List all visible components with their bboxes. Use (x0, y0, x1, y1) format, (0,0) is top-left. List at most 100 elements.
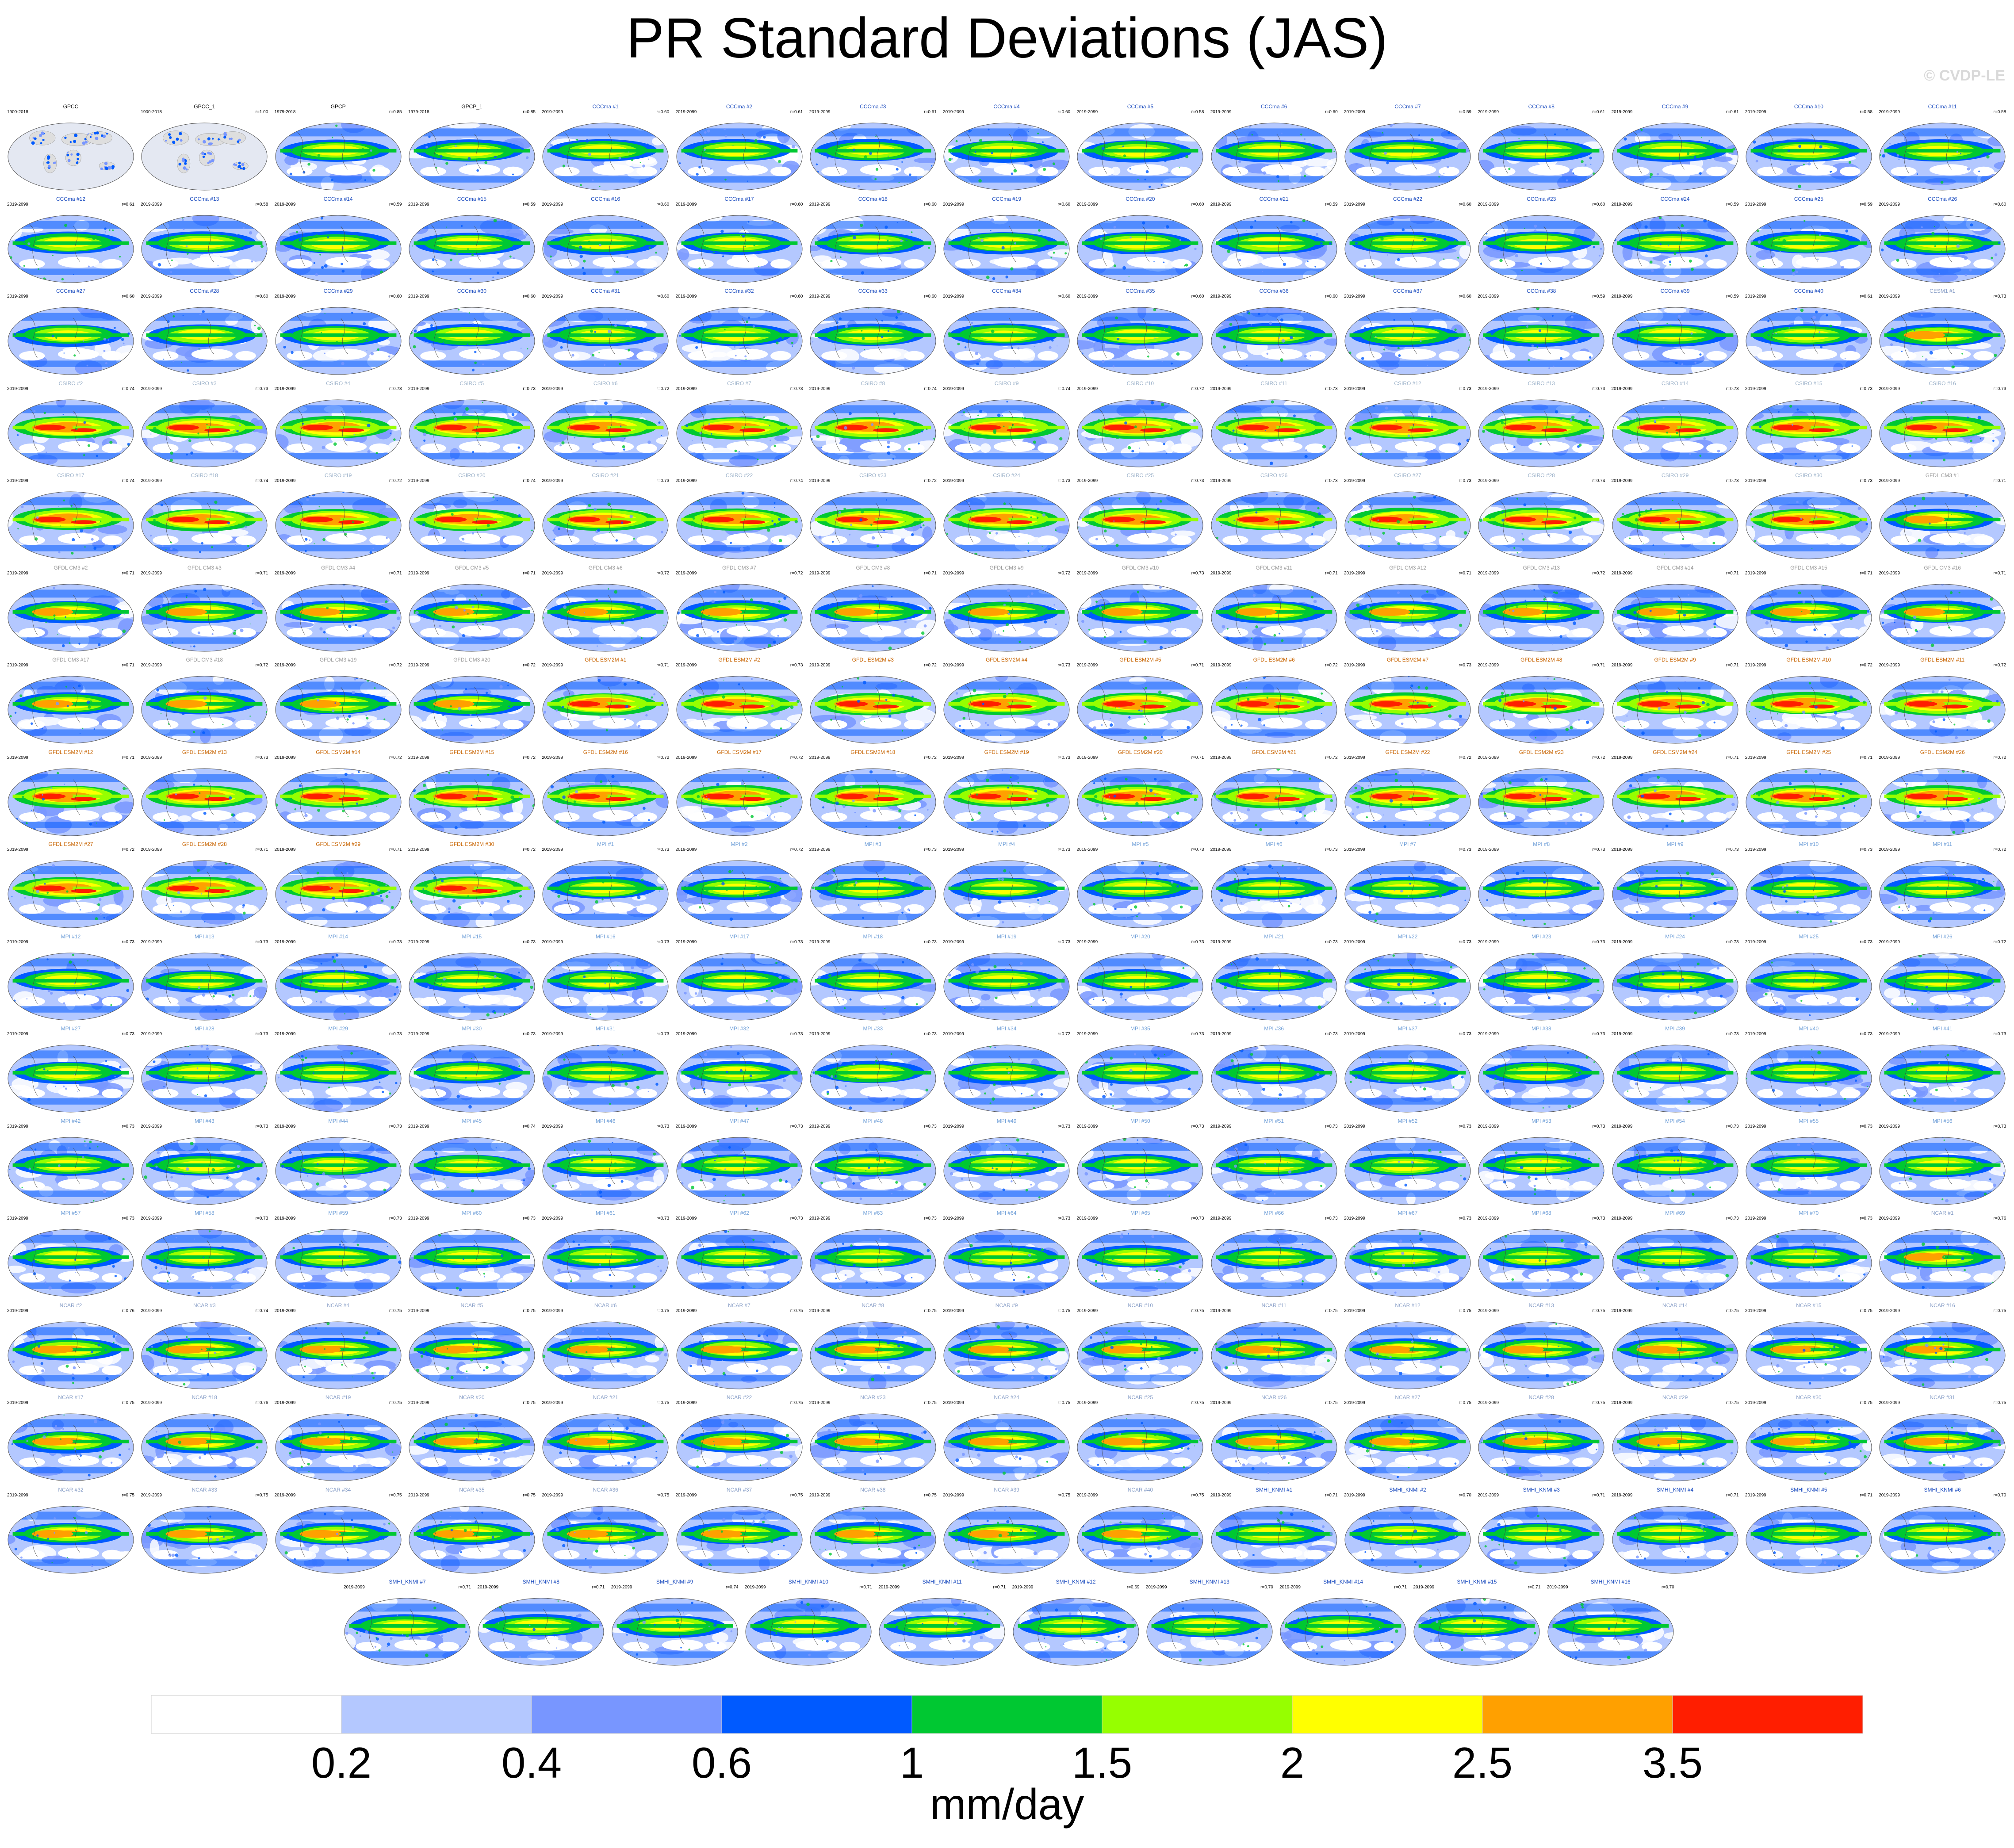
map-plot (1211, 953, 1337, 1020)
map-plot (676, 860, 802, 928)
map-panel: MPI #36 2019-2099 r=0.73 (1210, 1025, 1339, 1116)
map-plot (676, 1137, 802, 1205)
map-panel: CCCma #19 2019-2099 r=0.60 (942, 196, 1071, 286)
map-plot (1612, 1137, 1738, 1205)
map-plot (1612, 584, 1738, 651)
map-plot (1344, 215, 1471, 283)
panel-pattern-correlation: r=0.59 (1592, 294, 1605, 299)
panel-title: MPI #2 (731, 841, 748, 847)
map-panel: GFDL CM3 #7 2019-2099 r=0.72 (675, 565, 804, 655)
panel-period: 2019-2099 (1478, 1032, 1499, 1037)
panel-pattern-correlation: r=0.73 (1057, 663, 1071, 668)
panel-pattern-correlation: r=0.72 (1993, 663, 2006, 668)
map-panel: MPI #63 2019-2099 r=0.73 (808, 1210, 938, 1300)
map-plot (409, 953, 535, 1020)
panel-title: CCCma #11 (1928, 103, 1957, 110)
panel-title: GFDL CM3 #3 (187, 564, 222, 571)
map-panel: MPI #23 2019-2099 r=0.73 (1477, 934, 1606, 1024)
panel-period: 2019-2099 (1076, 755, 1098, 760)
panel-pattern-correlation: r=0.72 (656, 755, 670, 760)
panel-title: NCAR #3 (193, 1302, 216, 1309)
panel-pattern-correlation: r=0.73 (790, 1216, 803, 1221)
panel-title: MPI #22 (1398, 933, 1418, 940)
map-panel: MPI #1 2019-2099 r=0.73 (541, 841, 670, 931)
map-plot (1478, 768, 1604, 836)
panel-period: 2019-2099 (141, 386, 162, 391)
map-plot (8, 1045, 134, 1113)
panel-title: CSIRO #25 (1126, 472, 1154, 478)
panel-pattern-correlation: r=0.73 (255, 1124, 268, 1129)
panel-period: 2019-2099 (1745, 386, 1766, 391)
map-plot (1478, 215, 1604, 283)
panel-pattern-correlation: r=0.73 (255, 386, 268, 391)
map-panel: MPI #19 2019-2099 r=0.73 (942, 934, 1071, 1024)
panel-pattern-correlation: r=0.85 (523, 110, 536, 115)
panel-period: 2019-2099 (1344, 202, 1365, 207)
map-panel: CCCma #8 2019-2099 r=0.61 (1477, 103, 1606, 194)
map-panel: CCCma #1 2019-2099 r=0.60 (541, 103, 670, 194)
panel-pattern-correlation: r=0.72 (1057, 570, 1071, 576)
panel-title: MPI #35 (1130, 1025, 1150, 1032)
map-plot (1077, 1137, 1203, 1205)
map-panel: MPI #61 2019-2099 r=0.73 (541, 1210, 670, 1300)
map-plot (1879, 584, 2006, 651)
panel-pattern-correlation: r=0.73 (1860, 847, 1872, 852)
map-panel: GFDL ESM2M #15 2019-2099 r=0.72 (407, 749, 536, 839)
panel-period: 2019-2099 (675, 1216, 697, 1221)
panel-title: CCCma #40 (1794, 288, 1823, 294)
panel-pattern-correlation: r=0.72 (255, 663, 268, 668)
map-plot (1344, 399, 1471, 467)
panel-pattern-correlation: r=0.73 (1191, 847, 1204, 852)
map-panel: MPI #56 2019-2099 r=0.73 (1878, 1118, 2007, 1208)
panel-pattern-correlation: r=0.72 (1592, 755, 1605, 760)
map-plot (1612, 122, 1738, 191)
map-plot (1746, 307, 1872, 375)
panel-period: 2019-2099 (1210, 294, 1232, 299)
map-panel: MPI #6 2019-2099 r=0.73 (1210, 841, 1339, 931)
panel-period: 2019-2099 (1076, 570, 1098, 576)
panel-period: 2019-2099 (809, 110, 831, 115)
map-panel: GFDL CM3 #19 2019-2099 r=0.72 (274, 657, 403, 747)
panel-pattern-correlation: r=0.73 (1993, 1124, 2006, 1129)
panel-pattern-correlation: r=0.72 (523, 663, 536, 668)
panel-pattern-correlation: r=0.73 (656, 1124, 670, 1129)
map-panel: MPI #52 2019-2099 r=0.73 (1343, 1118, 1472, 1208)
panel-period: 2019-2099 (1478, 294, 1499, 299)
panel-title: GFDL ESM2M #4 (985, 657, 1028, 663)
map-plot (542, 860, 669, 928)
map-panel: GFDL ESM2M #22 2019-2099 r=0.72 (1343, 749, 1472, 839)
panel-title: MPI #1 (597, 841, 614, 847)
panel-pattern-correlation: r=0.72 (790, 570, 803, 576)
panel-period: 2019-2099 (1076, 1124, 1098, 1129)
map-panel: GFDL CM3 #5 2019-2099 r=0.71 (407, 565, 536, 655)
map-panel: CSIRO #5 2019-2099 r=0.73 (407, 380, 536, 471)
map-plot (1879, 676, 2006, 744)
panel-title: CCCma #15 (457, 195, 486, 202)
map-panel: CSIRO #22 2019-2099 r=0.74 (675, 472, 804, 562)
panel-title: MPI #28 (194, 1025, 214, 1032)
map-panel: MPI #17 2019-2099 r=0.73 (675, 934, 804, 1024)
panel-title: GFDL CM3 #20 (453, 657, 490, 663)
panel-title: NCAR #4 (327, 1302, 349, 1309)
map-panel: GFDL CM3 #12 2019-2099 r=0.71 (1343, 565, 1472, 655)
map-panel: GFDL CM3 #3 2019-2099 r=0.71 (140, 565, 269, 655)
map-plot (1879, 1229, 2006, 1297)
panel-period: 2019-2099 (7, 847, 28, 852)
map-plot (676, 584, 802, 651)
panel-title: MPI #29 (328, 1025, 348, 1032)
panel-title: MPI #41 (1932, 1025, 1953, 1032)
panel-pattern-correlation: r=0.74 (523, 478, 536, 483)
panel-period: 2019-2099 (274, 570, 296, 576)
panel-period: 2019-2099 (1611, 663, 1633, 668)
map-panel: CCCma #27 2019-2099 r=0.60 (6, 288, 135, 378)
panel-period: 2019-2099 (7, 294, 28, 299)
panel-pattern-correlation: r=0.60 (790, 294, 803, 299)
panel-title: CSIRO #26 (1260, 472, 1288, 478)
page-title: PR Standard Deviations (JAS) (626, 7, 1388, 70)
panel-pattern-correlation: r=0.73 (1459, 847, 1471, 852)
map-panel: CCCma #11 2019-2099 r=0.58 (1878, 103, 2007, 194)
map-plot (1746, 584, 1872, 651)
panel-title: GFDL ESM2M #14 (316, 749, 361, 755)
panel-period: 2019-2099 (675, 386, 697, 391)
map-panel: MPI #40 2019-2099 r=0.73 (1744, 1025, 1873, 1116)
